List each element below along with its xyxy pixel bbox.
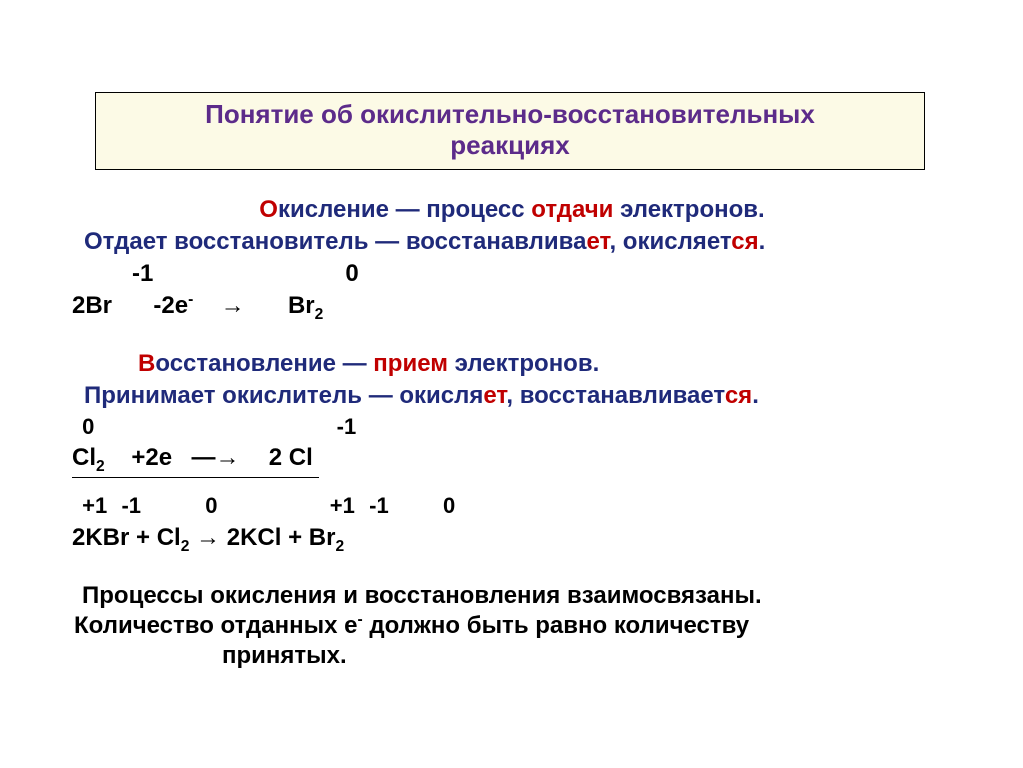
reduction-def-line1: Восстановление — прием электронов. (138, 349, 952, 379)
ox-sub-5: . (759, 228, 766, 255)
oxs-4: +1 (330, 493, 355, 518)
oxidation-cap: О (259, 196, 278, 223)
oxs-6: 0 (443, 493, 455, 518)
reduction-def-line2: Принимает окислитель — окисляет, восстан… (84, 381, 952, 411)
ox-cl-right: -1 (337, 414, 357, 439)
title-line-2: реакциях (106, 130, 914, 161)
oxs-2: -1 (121, 493, 141, 518)
concl-2a: Количество отданных е (74, 612, 357, 639)
oxidation-keyword: отдачи (531, 196, 613, 223)
eq-cl-rhs: 2 Cl (269, 444, 313, 471)
equation-summary: 2KBr + Cl2 → 2KCl + Br2 (72, 523, 952, 553)
ox-sub-3: , окисляет (609, 228, 731, 255)
eq-br-electrons-sup: - (188, 291, 193, 308)
concl-2b: должно быть равно количеству (363, 612, 749, 639)
eqs-t1: 2KBr + Cl (72, 524, 181, 551)
reduction-keyword: прием (373, 350, 448, 377)
red-sub-1: Принимает окислитель — окисля (84, 382, 483, 409)
title-box: Понятие об окислительно-восстановительны… (95, 92, 925, 170)
conclusion-block: Процессы окисления и восстановления взаи… (82, 581, 952, 671)
eqs-t2: → 2KCl + Br (189, 524, 335, 551)
oxs-1: +1 (82, 493, 107, 518)
oxidation-def-line1: Окисление — процесс отдачи электронов. (72, 195, 952, 225)
equation-br: 2Br -2e- → Br2 (72, 291, 952, 321)
conclusion-line1: Процессы окисления и восстановления взаи… (82, 581, 952, 611)
eq-br-rhs-sub: 2 (315, 306, 324, 323)
equation-cl-wrap: Cl2 +2e —→ 2 Cl (72, 443, 952, 492)
oxidation-states-cl: 0 -1 (72, 413, 952, 441)
ox-sub-4: ся (731, 228, 758, 255)
eq-br-rhs: Br (288, 292, 315, 319)
title-line-1: Понятие об окислительно-восстановительны… (106, 99, 914, 130)
ox-sub-1: Отдает восстановитель — восстанавлива (84, 228, 586, 255)
eqs-sub2: 2 (335, 538, 344, 555)
oxidation-def-line2: Отдает восстановитель — восстанавливает,… (84, 227, 952, 257)
slide: Понятие об окислительно-восстановительны… (0, 0, 1023, 768)
conclusion-line2: Количество отданных е- должно быть равно… (74, 611, 952, 641)
oxidation-states-summary: +1 -1 0 +1 -1 0 (72, 492, 952, 520)
eq-cl-arrow-pre: — (191, 444, 215, 471)
reduction-text-1: осстановление — (155, 350, 373, 377)
oxs-3: 0 (205, 493, 217, 518)
red-sub-4: ся (725, 382, 752, 409)
eq-cl-electrons: +2e (131, 444, 172, 471)
eq-br-electrons: -2e (153, 292, 188, 319)
oxidation-states-br: -1 0 (132, 259, 952, 289)
eq-br-arrow: → (221, 292, 245, 319)
conclusion-line3: принятых. (222, 641, 952, 671)
eq-cl-arrow: → (215, 444, 239, 471)
ox-cl-left: 0 (82, 414, 94, 439)
reduction-cap: В (138, 350, 155, 377)
eq-br-lhs: 2Br (72, 292, 112, 319)
reduction-text-2: электронов. (448, 350, 599, 377)
red-sub-3: , восстанавливает (506, 382, 724, 409)
eq-cl-lhs: Cl (72, 444, 96, 471)
content-area: Окисление — процесс отдачи электронов. О… (72, 195, 952, 671)
oxidation-text-1: кисление — процесс (278, 196, 531, 223)
ox-br-right: 0 (345, 260, 358, 287)
red-sub-2: ет (483, 382, 506, 409)
oxidation-text-2: электронов. (613, 196, 764, 223)
eq-cl-lhs-sub: 2 (96, 457, 105, 474)
ox-sub-2: ет (586, 228, 609, 255)
oxs-5: -1 (369, 493, 389, 518)
red-sub-5: . (752, 382, 759, 409)
eq-cl-pad (105, 444, 125, 471)
